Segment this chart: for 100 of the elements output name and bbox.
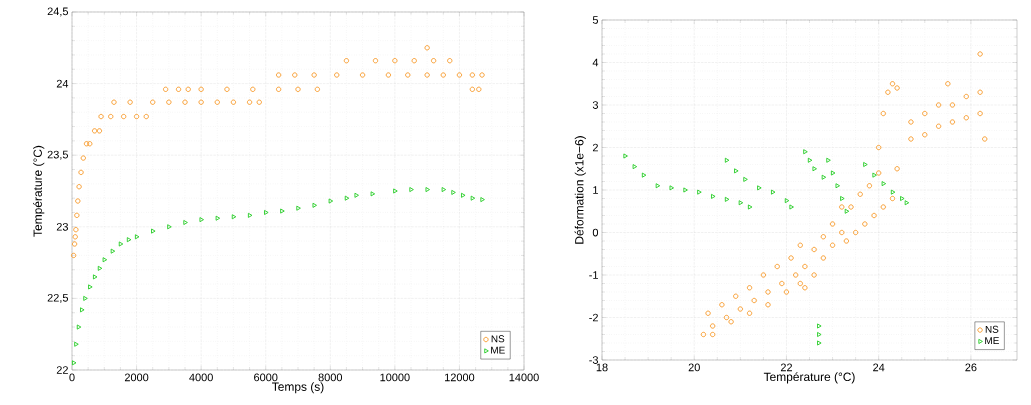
point <box>734 168 739 174</box>
point <box>328 198 334 204</box>
point <box>817 323 822 329</box>
point <box>784 198 790 204</box>
point <box>479 72 485 78</box>
point <box>80 155 86 161</box>
point <box>98 113 104 120</box>
point <box>231 214 237 220</box>
point <box>214 99 220 105</box>
point <box>246 99 253 105</box>
y-axis-title: Température (°C) <box>33 145 45 237</box>
y-tick-label: 4 <box>592 58 599 67</box>
point <box>162 86 169 92</box>
point <box>91 128 98 134</box>
point <box>456 72 463 78</box>
point <box>71 360 77 366</box>
y-tick-label: -3 <box>589 356 598 364</box>
y-tick-label: 0 <box>592 228 599 237</box>
point <box>183 219 188 226</box>
point <box>757 185 762 191</box>
point <box>393 188 398 194</box>
point <box>830 170 836 176</box>
point <box>807 157 813 163</box>
point <box>83 295 88 301</box>
point <box>72 234 78 240</box>
point <box>392 58 398 64</box>
y-tick-label: 3 <box>592 101 598 109</box>
point <box>175 86 182 92</box>
point <box>447 58 453 64</box>
x-tick-label: 6000 <box>254 373 278 382</box>
x-tick-label: 12000 <box>445 373 475 382</box>
point <box>826 157 831 163</box>
point <box>97 265 103 271</box>
point <box>166 99 172 105</box>
point <box>904 200 910 206</box>
point <box>900 195 905 202</box>
point <box>430 58 437 64</box>
point <box>385 72 392 78</box>
point <box>73 227 79 233</box>
y-tick-label: 23 <box>56 222 68 231</box>
x-tick-label: 0 <box>69 373 75 382</box>
point <box>314 86 321 92</box>
point <box>76 324 82 330</box>
point <box>275 86 282 92</box>
point <box>480 197 485 203</box>
point <box>469 86 475 92</box>
point <box>789 204 794 210</box>
legend-label: NS <box>491 335 505 343</box>
point <box>256 99 262 105</box>
point <box>872 172 877 178</box>
point <box>372 58 379 64</box>
point <box>126 237 132 243</box>
point <box>724 157 730 163</box>
point <box>461 192 466 198</box>
x-tick-label: 2000 <box>124 373 149 382</box>
point <box>632 164 638 170</box>
point <box>370 191 376 197</box>
point <box>74 212 80 218</box>
y-tick-label: 5 <box>592 16 599 24</box>
point <box>110 248 116 254</box>
point <box>111 99 117 105</box>
point <box>224 86 230 92</box>
point <box>230 99 237 105</box>
point <box>470 195 476 201</box>
x-tick-label: 14000 <box>509 373 539 382</box>
point <box>83 141 90 147</box>
point <box>641 172 647 178</box>
point <box>312 202 317 208</box>
y-tick-label: 1 <box>593 186 598 194</box>
point <box>623 153 628 159</box>
point <box>198 86 204 92</box>
point <box>133 113 140 120</box>
point <box>724 196 730 202</box>
point <box>127 99 133 105</box>
point <box>70 252 77 259</box>
y-tick-label: 22,5 <box>47 293 69 303</box>
point <box>151 228 156 234</box>
point <box>817 331 822 338</box>
point <box>441 187 447 193</box>
point <box>264 209 269 215</box>
point <box>198 99 204 105</box>
point <box>835 183 841 189</box>
point <box>74 341 79 347</box>
point <box>840 195 845 202</box>
point <box>334 72 340 78</box>
point <box>143 113 149 120</box>
x-tick-label: 24 <box>873 363 885 372</box>
point <box>215 215 221 221</box>
point <box>821 174 827 180</box>
point <box>743 176 748 182</box>
x-tick-label: 22 <box>780 363 792 372</box>
point <box>817 340 822 346</box>
point <box>134 234 140 240</box>
y-tick-label: 2 <box>592 143 598 152</box>
point <box>311 72 317 78</box>
point <box>863 161 868 168</box>
point <box>359 72 366 78</box>
y-tick-label: 24 <box>56 79 69 88</box>
point <box>683 187 688 193</box>
point <box>697 189 702 195</box>
